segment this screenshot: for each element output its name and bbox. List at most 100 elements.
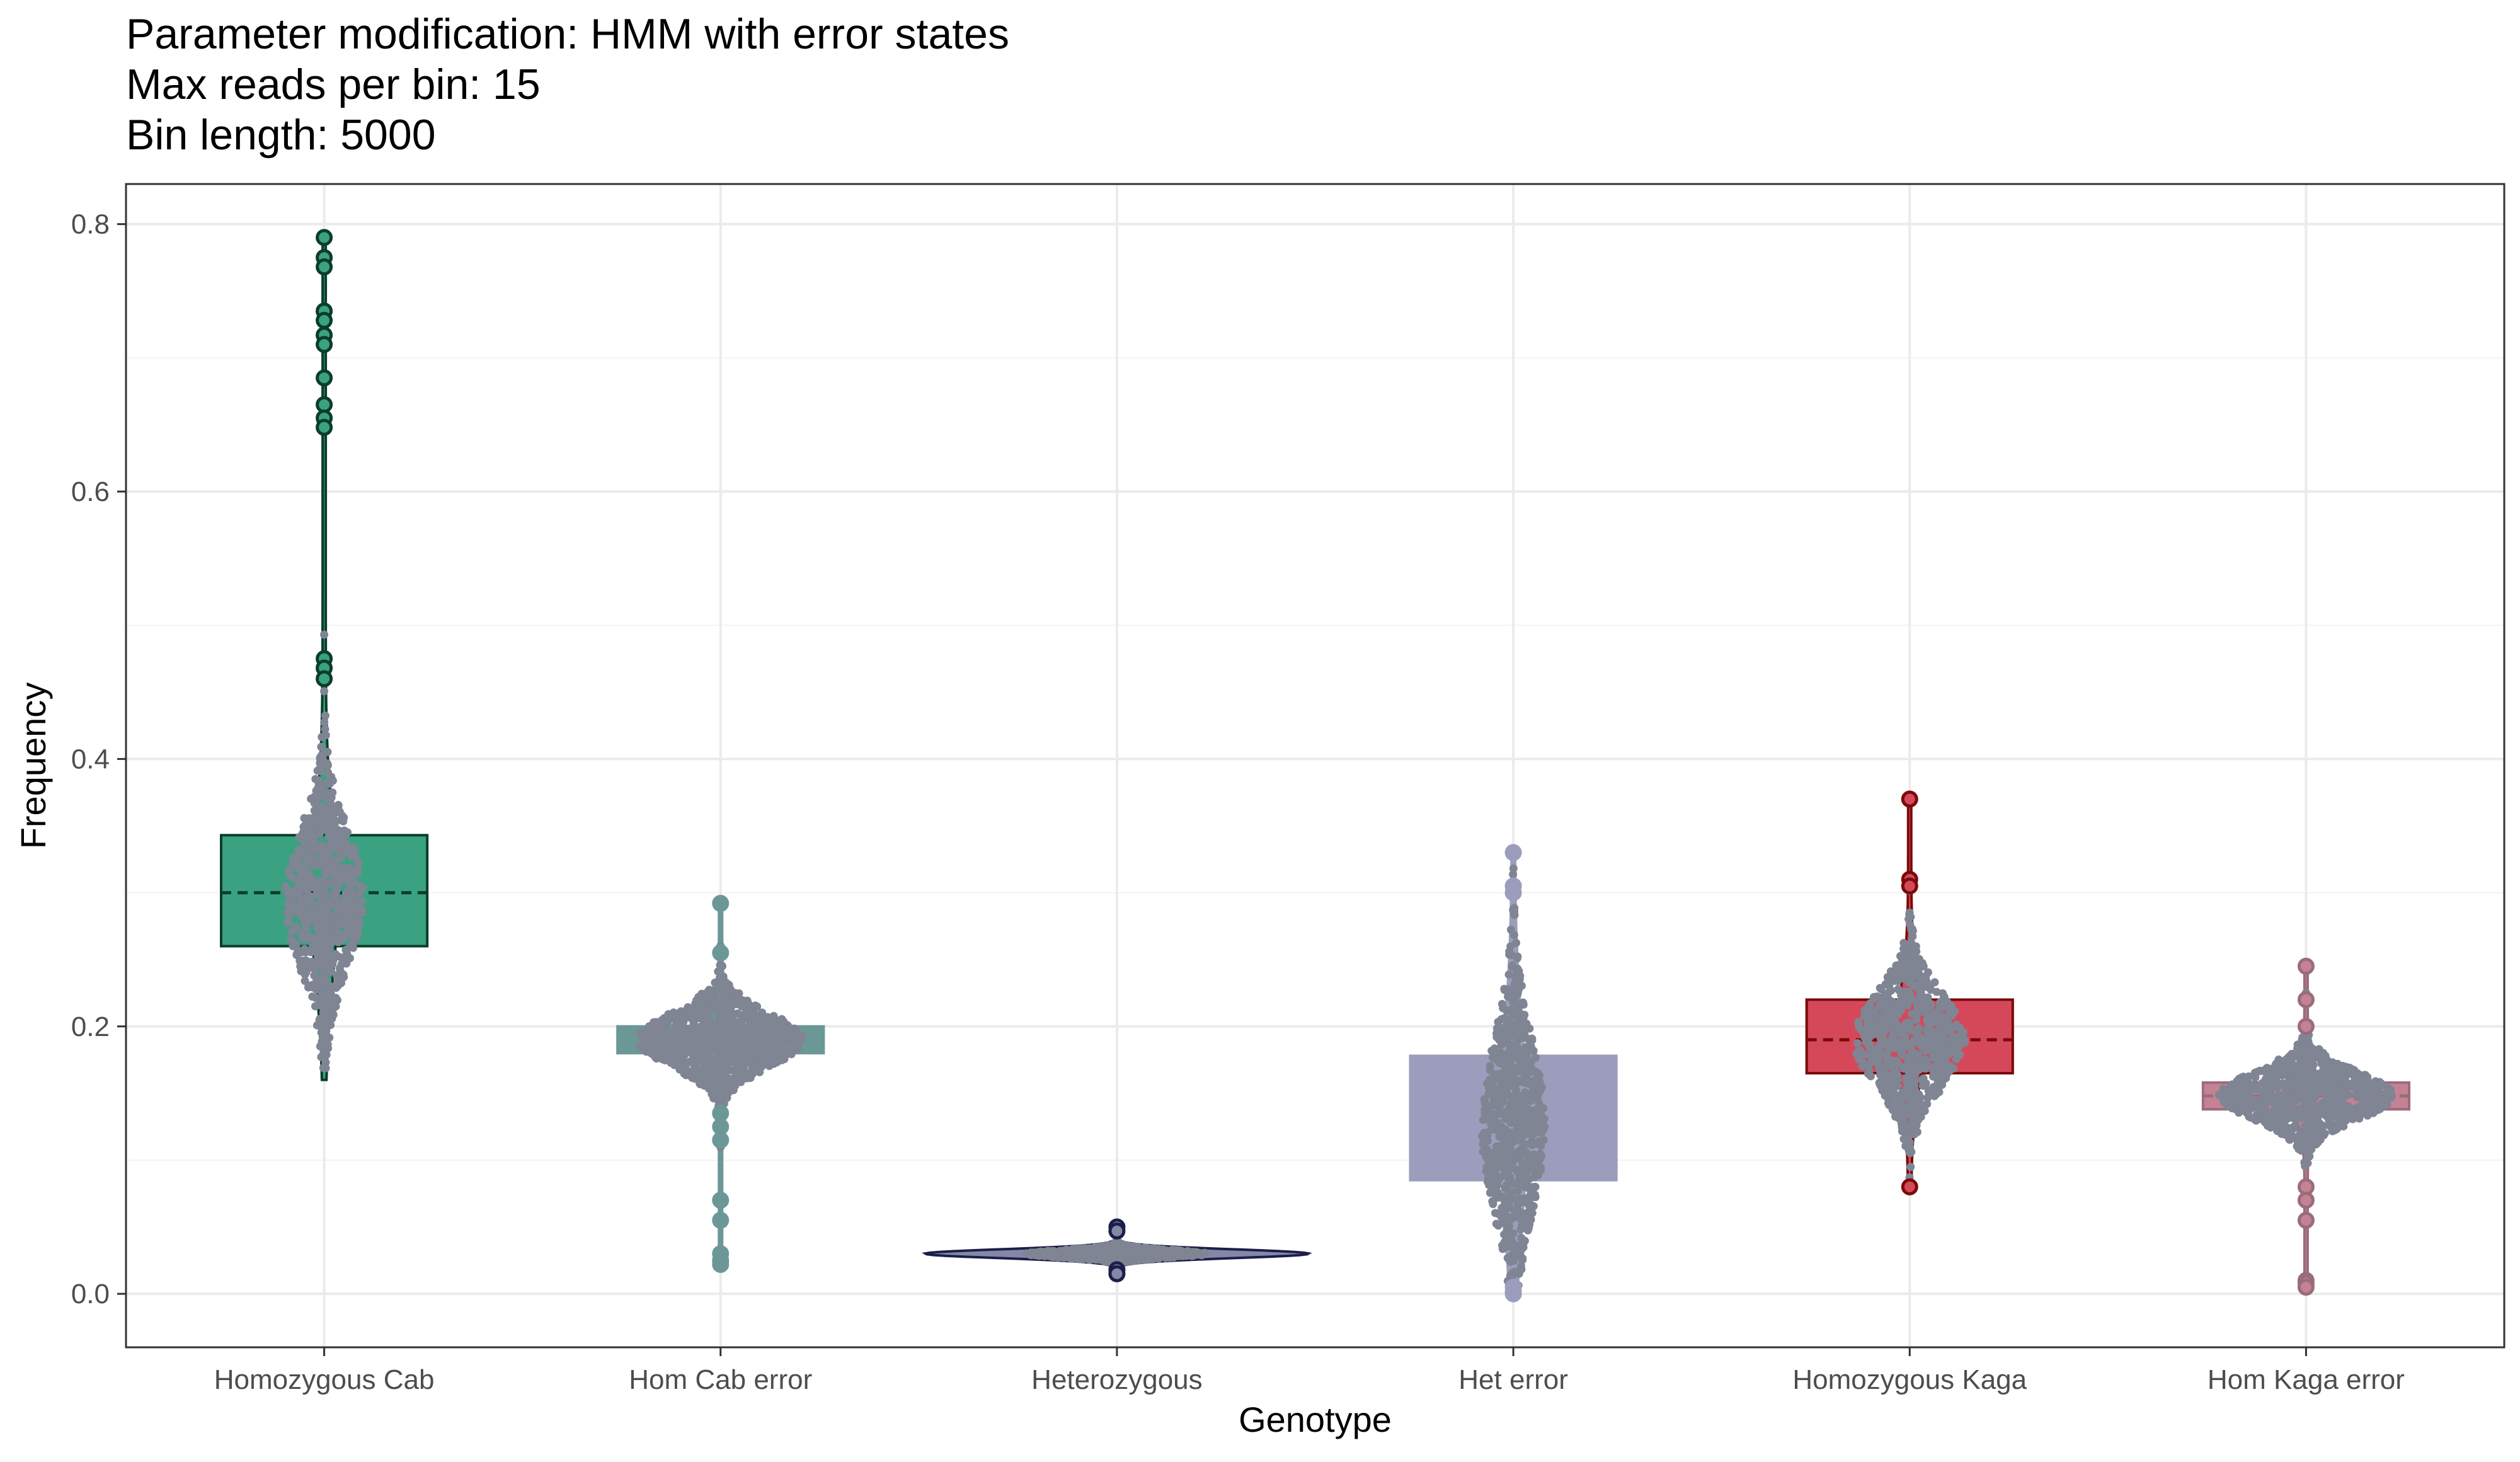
swarm-point (292, 857, 301, 866)
swarm-point (1483, 1101, 1492, 1110)
swarm-point (302, 877, 311, 885)
swarm-point (1894, 986, 1903, 995)
swarm-point (318, 1037, 326, 1046)
x-axis: Homozygous Cab Hom Cab error Heterozygous H… (214, 1347, 2405, 1395)
swarm-point (791, 1024, 799, 1033)
swarm-point (754, 1036, 763, 1045)
swarm-point (1496, 1193, 1504, 1202)
swarm-point (2258, 1115, 2267, 1124)
swarm-point (1899, 945, 1908, 953)
swarm-point (687, 1011, 696, 1020)
swarm-point (1915, 1006, 1924, 1015)
outlier-point (1108, 1222, 1126, 1240)
swarm-point (2251, 1073, 2260, 1082)
swarm-point (322, 1050, 331, 1059)
swarm-point (354, 930, 363, 938)
swarm-point (325, 1033, 334, 1042)
swarm-point (1504, 1032, 1513, 1041)
swarm-point (2308, 1125, 2317, 1134)
swarm-point (1486, 1066, 1494, 1074)
swarm-point (324, 880, 333, 889)
swarm-point (696, 1027, 705, 1035)
swarm-point (1068, 1254, 1077, 1263)
outlier-point (2297, 1178, 2315, 1195)
swarm-point (2301, 1099, 2310, 1108)
swarm-point (2281, 1100, 2289, 1108)
swarm-point (1888, 1023, 1897, 1032)
swarm-point (1504, 1106, 1513, 1115)
swarm-point (1537, 1085, 1545, 1093)
swarm-point (1507, 1178, 1516, 1187)
swarm-point (771, 1047, 780, 1056)
swarm-point (1906, 938, 1915, 947)
swarm-point (1916, 991, 1925, 999)
swarm-point (1901, 999, 1910, 1008)
swarm-point (1499, 1052, 1508, 1061)
swarm-point (741, 1034, 750, 1043)
swarm-point (2288, 1111, 2296, 1120)
swarm-point (324, 1044, 333, 1053)
swarm-point (1898, 1050, 1906, 1059)
swarm-point (1491, 1125, 1500, 1134)
swarm-point (1505, 1242, 1514, 1251)
swarm-point (303, 910, 312, 919)
swarm-point (341, 894, 350, 903)
swarm-point (750, 1016, 759, 1025)
swarm-point (1136, 1255, 1145, 1264)
swarm-point (1918, 1057, 1927, 1066)
outlier-point (316, 396, 333, 413)
swarm-point (694, 1045, 702, 1054)
swarm-point (682, 1049, 690, 1057)
swarm-point (2252, 1085, 2261, 1094)
swarm-point (1186, 1248, 1195, 1257)
swarm-point (1518, 1236, 1527, 1245)
swarm-point (1876, 1071, 1884, 1079)
swarm-point (1512, 1020, 1521, 1028)
swarm-point (1901, 1141, 1910, 1150)
swarm-point (329, 820, 338, 829)
swarm-point (1875, 1003, 1884, 1011)
swarm-point (294, 846, 303, 855)
swarm-point (1487, 1076, 1496, 1085)
outlier-point (2297, 957, 2315, 975)
swarm-point (2330, 1122, 2339, 1131)
swarm-point (305, 932, 314, 941)
swarm-point (1116, 1246, 1125, 1255)
swarm-point (1935, 1025, 1944, 1034)
swarm-point (689, 1037, 697, 1046)
swarm-point (1528, 1141, 1537, 1149)
swarm-point (1521, 1089, 1530, 1098)
x-tick-label: Heterozygous (1031, 1364, 1202, 1395)
swarm-point (311, 810, 320, 819)
swarm-point (1525, 1068, 1534, 1077)
swarm-point (1126, 1250, 1135, 1259)
swarm-point (1876, 1040, 1884, 1049)
swarm-point (2279, 1057, 2288, 1066)
swarm-point (1899, 1134, 1908, 1143)
swarm-point (1897, 1095, 1906, 1104)
outlier-point (712, 1105, 730, 1122)
swarm-point (2265, 1067, 2274, 1076)
swarm-point (728, 1015, 737, 1023)
swarm-point (1494, 1058, 1503, 1067)
swarm-point (706, 1053, 714, 1062)
swarm-point (1904, 989, 1913, 998)
swarm-point (667, 1047, 676, 1056)
swarm-point (1923, 1018, 1932, 1027)
swarm-point (297, 831, 306, 840)
swarm-point (314, 803, 323, 812)
swarm-point (1947, 1048, 1956, 1057)
swarm-point (320, 964, 329, 972)
swarm-point (308, 882, 317, 891)
outlier-point (1108, 1265, 1126, 1282)
swarm-point (1875, 1021, 1884, 1030)
category-group (2201, 957, 2410, 1296)
swarm-point (721, 992, 730, 1001)
swarm-point (1910, 1037, 1918, 1045)
swarm-point (1193, 1249, 1202, 1258)
swarm-point (1530, 1117, 1538, 1126)
swarm-point (2270, 1097, 2279, 1106)
swarm-point (753, 1050, 762, 1059)
swarm-point (757, 1062, 765, 1071)
swarm-point (320, 718, 329, 727)
